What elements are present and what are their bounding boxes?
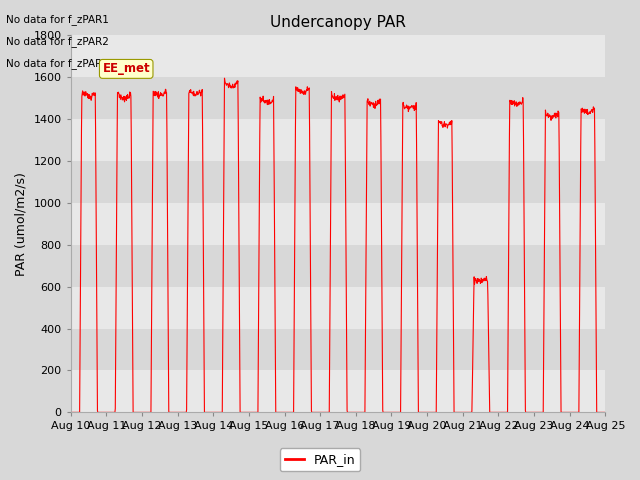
Bar [70, 161, 605, 203]
Bar [70, 203, 605, 245]
Bar [70, 329, 605, 371]
Bar [70, 371, 605, 412]
Text: EE_met: EE_met [102, 62, 150, 75]
Y-axis label: PAR (umol/m2/s): PAR (umol/m2/s) [15, 172, 28, 276]
Bar [70, 287, 605, 329]
Text: No data for f_zPAR1: No data for f_zPAR1 [6, 14, 109, 25]
Bar [70, 36, 605, 77]
Legend: PAR_in: PAR_in [280, 448, 360, 471]
Bar [70, 77, 605, 119]
Text: No data for f_zPAR3: No data for f_zPAR3 [6, 58, 109, 69]
Bar [70, 119, 605, 161]
Text: No data for f_zPAR2: No data for f_zPAR2 [6, 36, 109, 47]
Bar [70, 245, 605, 287]
Title: Undercanopy PAR: Undercanopy PAR [270, 15, 406, 30]
